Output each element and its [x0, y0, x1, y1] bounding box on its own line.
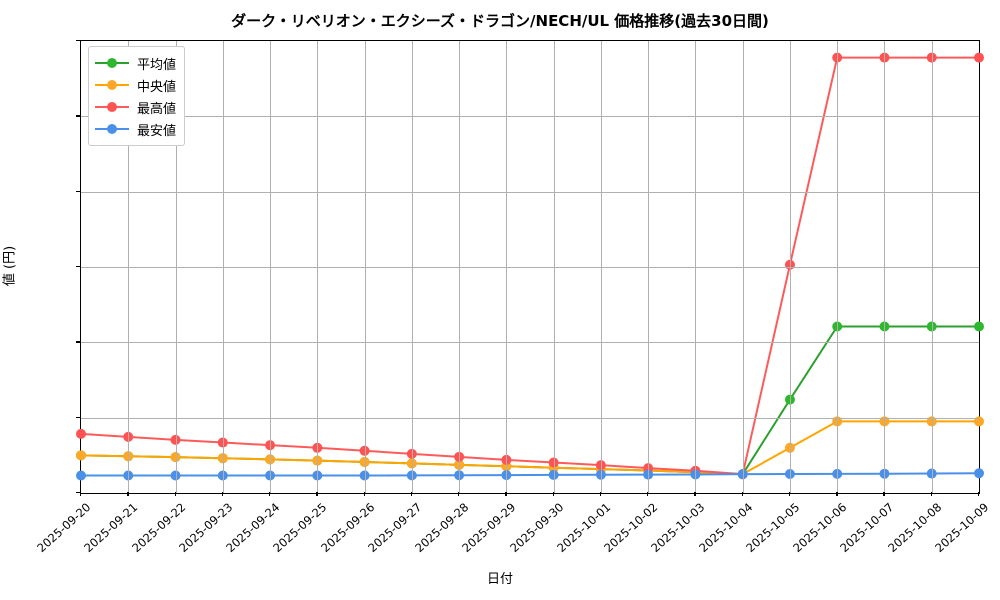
series-1	[76, 321, 984, 480]
gridline-vertical	[553, 41, 555, 493]
plot-area	[76, 40, 984, 494]
gridline-vertical	[695, 41, 697, 493]
gridline-horizontal	[81, 191, 979, 193]
series-line	[80, 472, 980, 477]
x-axis-tick	[410, 492, 413, 496]
legend-marker-icon	[95, 122, 129, 136]
y-axis-tick	[76, 266, 80, 268]
x-axis-tick	[599, 492, 602, 496]
y-axis-tick	[76, 40, 80, 42]
y-axis-tick	[76, 115, 80, 117]
x-axis-tick	[363, 492, 365, 496]
x-axis-tick	[647, 492, 649, 496]
gridline-vertical	[789, 41, 791, 493]
x-axis-tick	[316, 492, 318, 496]
gridline-vertical	[270, 41, 272, 493]
series-line	[80, 325, 980, 476]
x-axis-tick	[552, 492, 554, 496]
legend-item-3[interactable]: 最高値	[95, 96, 176, 118]
x-axis-tick	[741, 492, 743, 496]
legend-item-label: 最高値	[137, 101, 177, 117]
gridline-horizontal	[81, 116, 979, 118]
data-point-marker	[76, 470, 86, 481]
legend: 平均値中央値最高値最安値	[88, 46, 186, 146]
x-axis-tick	[458, 492, 460, 496]
gridline-vertical	[364, 41, 366, 493]
x-axis-tick	[978, 492, 980, 496]
x-axis-tick	[80, 492, 82, 496]
series-line	[80, 420, 980, 476]
gridline-vertical	[600, 41, 602, 493]
x-axis-label: 日付	[486, 572, 513, 587]
series-2	[76, 416, 984, 480]
gridline-vertical	[459, 41, 461, 493]
gridline-vertical	[222, 41, 224, 493]
gridline-horizontal	[81, 267, 979, 268]
x-axis-tick	[174, 492, 176, 496]
gridline-vertical	[128, 41, 130, 493]
data-point-marker	[974, 416, 984, 427]
y-axis-tick	[76, 416, 80, 418]
gridline-vertical	[648, 41, 650, 493]
gridline-vertical	[742, 41, 744, 493]
gridline-vertical	[317, 41, 319, 493]
gridline-vertical	[175, 41, 177, 493]
x-axis-tick	[127, 492, 129, 496]
legend-item-4[interactable]: 最安値	[95, 118, 176, 140]
legend-item-label: 最安値	[137, 123, 177, 139]
x-axis-tick	[221, 492, 224, 496]
data-point-marker	[974, 468, 984, 479]
gridline-horizontal	[81, 342, 979, 344]
data-point-marker	[974, 321, 984, 332]
gridline-horizontal	[81, 417, 979, 419]
x-axis-tick	[505, 492, 507, 496]
x-axis-tick	[930, 492, 933, 496]
legend-item-2[interactable]: 中央値	[95, 74, 176, 96]
data-point-marker	[595, 460, 606, 471]
x-axis-tick	[883, 492, 885, 496]
legend-marker-icon	[95, 56, 129, 70]
series-4	[76, 468, 984, 481]
data-point-marker	[595, 469, 606, 480]
x-axis-tick	[694, 492, 696, 496]
gridline-vertical	[837, 41, 839, 493]
y-axis-tick	[76, 492, 80, 494]
data-point-marker	[974, 52, 984, 63]
legend-marker-icon	[95, 100, 129, 114]
legend-item-label: 平均値	[137, 57, 177, 73]
legend-item-label: 中央値	[137, 79, 177, 95]
data-point-marker	[76, 450, 86, 461]
series-line	[80, 56, 980, 476]
gridline-vertical	[931, 41, 933, 493]
data-point-marker	[76, 428, 86, 439]
y-axis-tick	[76, 341, 80, 343]
page-title: ダーク・リベリオン・エクシーズ・ドラゴン/NECH/UL 価格推移(過去30日間…	[231, 12, 769, 30]
legend-marker-icon	[95, 78, 129, 92]
y-axis-label: 値 (円)	[2, 245, 18, 287]
x-axis-tick	[269, 492, 271, 496]
y-axis-tick	[76, 190, 80, 192]
x-axis-tick	[836, 492, 838, 496]
gridline-vertical	[884, 41, 886, 493]
gridline-vertical	[506, 41, 508, 493]
legend-item-1[interactable]: 平均値	[95, 52, 176, 74]
x-axis-tick	[788, 492, 791, 496]
gridline-vertical	[411, 41, 413, 493]
